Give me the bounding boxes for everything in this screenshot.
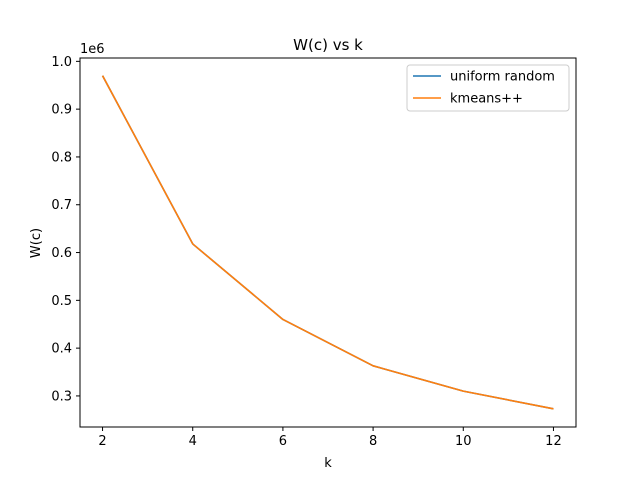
legend: uniform random kmeans++: [406, 64, 570, 112]
y-tick-label: 0.8: [51, 150, 72, 165]
x-tick-label: 8: [369, 434, 377, 449]
y-tick-label: 0.5: [51, 294, 72, 309]
x-tick-label: 2: [98, 434, 106, 449]
y-offset-label: 1e6: [80, 42, 105, 57]
plot-frame: [79, 57, 577, 428]
legend-box: [406, 64, 570, 112]
y-tick-label: 0.4: [51, 342, 72, 357]
y-tick-label: 1.0: [51, 55, 72, 70]
y-tick-label: 0.3: [51, 389, 72, 404]
legend-label: uniform random: [450, 70, 555, 85]
x-axis-label: k: [324, 456, 332, 471]
chart-title: W(c) vs k: [293, 36, 363, 54]
y-axis: 0.3 0.4 0.5 0.6 0.7 0.8 0.9 1.0: [51, 55, 80, 404]
legend-label: kmeans++: [450, 92, 523, 107]
series-line-1: [101, 75, 554, 410]
x-tick-label: 12: [545, 434, 562, 449]
y-tick-label: 0.6: [51, 246, 72, 261]
y-tick-label: 0.9: [51, 103, 72, 118]
series-layer: [101, 75, 554, 410]
x-axis: 2 4 6 8 10 12: [98, 427, 562, 449]
y-tick-label: 0.7: [51, 198, 72, 213]
x-tick-label: 6: [279, 434, 287, 449]
x-tick-label: 10: [455, 434, 472, 449]
y-axis-label: W(c): [29, 228, 44, 258]
x-tick-label: 4: [189, 434, 197, 449]
